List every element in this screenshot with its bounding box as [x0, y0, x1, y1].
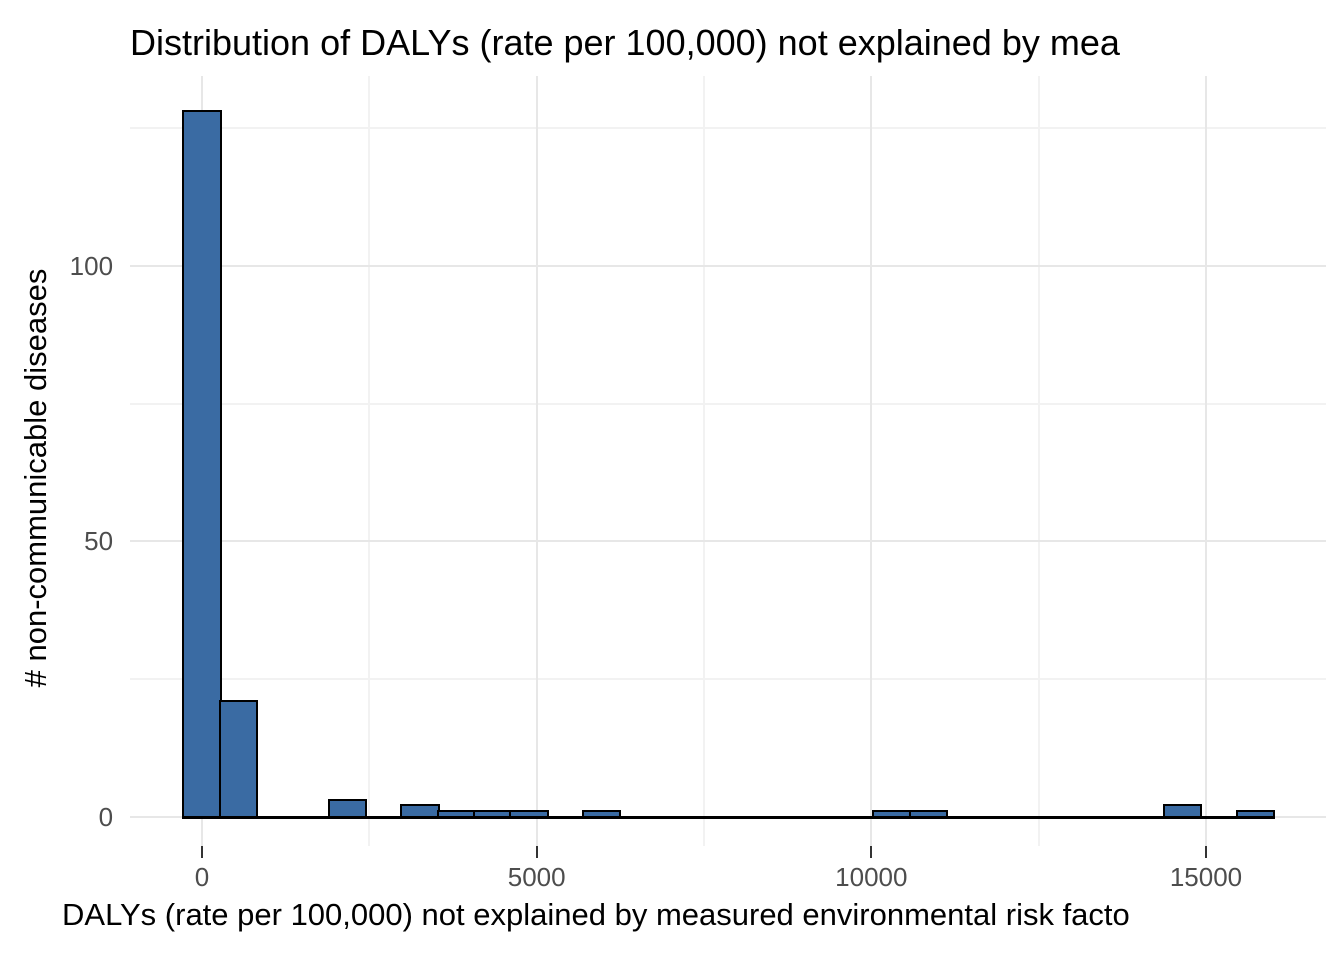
x-axis-tick — [870, 845, 873, 858]
histogram-bar — [182, 110, 222, 819]
gridline-y-minor — [130, 402, 1327, 405]
gridline-x-major — [535, 76, 538, 846]
histogram-bar — [872, 809, 912, 819]
x-tick-label: 10000 — [835, 861, 908, 892]
gridline-x-minor — [702, 76, 705, 846]
x-axis-label: DALYs (rate per 100,000) not explained b… — [62, 897, 1130, 932]
x-tick-label: 15000 — [1169, 861, 1243, 892]
gridline-x-major — [1204, 76, 1207, 846]
x-axis-tick — [535, 845, 538, 858]
histogram-bar — [218, 699, 259, 819]
y-axis-label: # non-communicable diseases — [18, 268, 53, 688]
gridline-x-minor — [368, 76, 371, 846]
histogram-bar — [400, 804, 440, 819]
y-tick-label: 0 — [98, 802, 114, 832]
gridline-x-major — [870, 76, 873, 846]
gridline-y-major — [130, 264, 1327, 267]
x-axis-tick — [1204, 845, 1207, 858]
histogram-bar — [908, 809, 949, 819]
gridline-y-minor — [130, 127, 1327, 130]
histogram-bar — [1163, 804, 1203, 819]
y-tick-label: 50 — [84, 526, 114, 557]
zero-baseline — [182, 815, 1276, 819]
histogram-bar — [436, 809, 476, 819]
histogram-bar — [472, 809, 513, 819]
x-tick-label: 5000 — [507, 861, 566, 892]
chart-title: Distribution of DALYs (rate per 100,000)… — [130, 22, 1120, 63]
gridline-x-minor — [1037, 76, 1040, 846]
histogram-bar — [1235, 809, 1276, 819]
x-tick-label: 0 — [194, 861, 210, 892]
gridline-y-major — [130, 540, 1327, 543]
x-axis-tick — [201, 845, 203, 858]
gridline-y-minor — [130, 678, 1327, 681]
histogram-bar — [509, 809, 549, 819]
histogram-bar — [327, 798, 367, 819]
histogram-bar — [581, 809, 622, 819]
y-tick-label: 100 — [69, 250, 114, 281]
